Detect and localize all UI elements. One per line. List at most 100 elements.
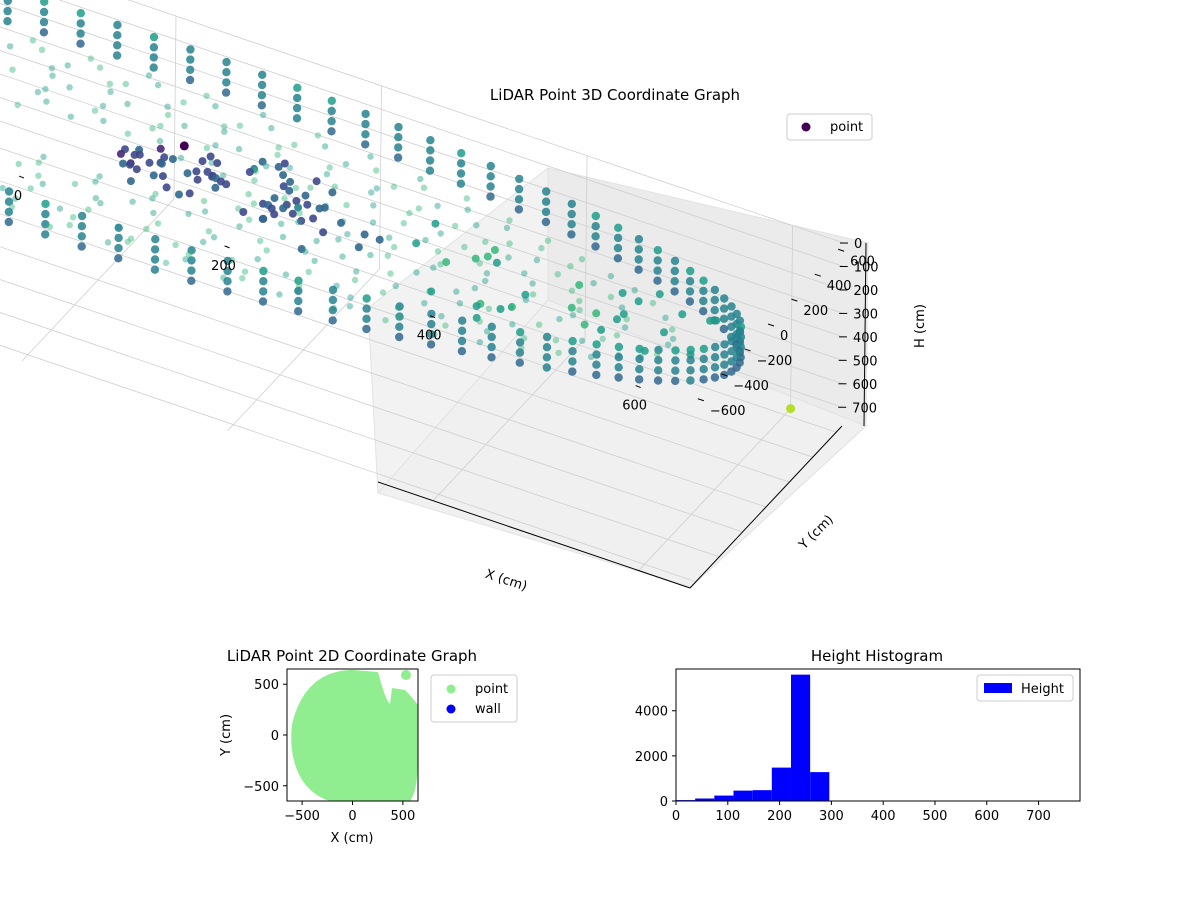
ticks-3d: −600−400−2000200400600−600−400−200020040… — [14, 175, 879, 419]
scatter-point-3d — [187, 266, 196, 275]
scatter-point-3d — [567, 220, 576, 229]
scatter-point-3d — [655, 290, 664, 299]
histogram-bar — [790, 674, 811, 801]
scatter-point-3d — [293, 93, 302, 103]
y-tick-3d — [814, 273, 821, 277]
scatter-point-3d — [208, 159, 215, 166]
scatter-point-3d — [427, 319, 436, 329]
scatter-point-3d — [77, 242, 86, 251]
scatter-point-3d — [634, 265, 643, 274]
scatter-point-3d — [328, 295, 338, 305]
scatter-point-3d — [490, 246, 499, 254]
y-tick-label-3d: −600 — [710, 404, 746, 419]
scatter-point-3d — [710, 295, 719, 305]
scatter-point-3d — [0, 184, 6, 192]
scatter-point-3d — [124, 130, 131, 137]
scatter-point-3d — [149, 63, 158, 72]
scatter-point-3d — [535, 321, 543, 328]
scatter-point-3d — [302, 248, 309, 255]
scatter-point-3d — [360, 230, 369, 239]
scatter-point-3d — [486, 172, 495, 181]
scatter-point-3d — [591, 211, 600, 221]
scatter-point-3d — [42, 85, 49, 93]
scatter-point-3d — [664, 341, 672, 348]
scatter-point-3d — [279, 182, 288, 191]
scatter-point-3d — [126, 177, 135, 186]
z-tick-label-3d: 500 — [853, 354, 878, 369]
scatter-point-3d — [393, 153, 403, 162]
scatter-point-3d — [200, 197, 208, 205]
y-axis-line — [689, 425, 843, 589]
scatter-point-3d — [635, 354, 644, 364]
scatter-point-3d — [307, 184, 314, 191]
x-tick-label-histogram: 300 — [819, 809, 844, 824]
x-axis-label-2d: X (cm) — [331, 831, 374, 846]
scatter-point-3d — [257, 80, 267, 90]
chart-2d: LiDAR Point 2D Coordinate Graph −500 0 500… — [219, 647, 518, 846]
scatter-point-3d — [150, 265, 160, 274]
y-tick-3d — [744, 348, 751, 352]
scatter-point-3d — [181, 122, 188, 129]
x-tick-label-histogram: 600 — [974, 809, 999, 824]
scatter-point-3d — [521, 270, 528, 277]
point-cloud-2d — [291, 670, 418, 801]
scatter-point-3d — [114, 233, 123, 243]
scatter-point-3d — [211, 183, 220, 192]
histogram-bars — [676, 674, 1079, 801]
scatter-point-3d — [575, 281, 584, 289]
x-tick-3d — [635, 385, 641, 389]
scatter-point-3d — [276, 291, 283, 298]
scatter-point-3d — [3, 6, 12, 16]
scatter-point-3d — [613, 254, 623, 263]
scatter-point-3d — [394, 133, 403, 142]
scatter-point-3d — [149, 195, 156, 202]
y-tick-3d — [721, 373, 728, 377]
x-tick-label-3d: 0 — [14, 189, 22, 204]
scatter-point-3d — [634, 255, 643, 264]
scatter-point-3d — [590, 280, 597, 287]
scatter-point-3d — [64, 62, 71, 69]
scatter-point-3d — [186, 65, 195, 75]
scatter-point-3d — [116, 149, 125, 158]
scatter-point-3d — [49, 72, 56, 79]
scatter-point-3d — [258, 297, 268, 306]
scatter-point-3d — [85, 206, 92, 213]
scatter-point-3d — [386, 234, 393, 241]
scatter-point-3d — [671, 366, 680, 375]
scatter-point-3d — [361, 119, 370, 129]
scatter-point-3d — [342, 161, 350, 168]
scatter-point-3d — [434, 248, 442, 255]
scatter-point-3d — [236, 122, 244, 129]
scatter-point-3d — [351, 276, 359, 284]
scatter-point-3d — [670, 277, 679, 286]
scatter-point-3d — [425, 166, 435, 175]
scatter-point-3d — [41, 220, 50, 229]
scatter-point-3d — [326, 164, 333, 171]
scatter-point-3d — [292, 197, 301, 205]
scatter-point-3d — [597, 325, 606, 334]
scatter-point-3d — [294, 307, 303, 316]
scatter-point-3d — [183, 169, 192, 178]
y-tick-label-3d: −400 — [733, 379, 769, 394]
scatter-point-3d — [156, 137, 164, 145]
scatter-point-3d — [164, 103, 171, 110]
scatter-point-3d — [92, 195, 100, 202]
scatter-point-3d — [186, 45, 195, 54]
y-tick-label-3d: 0 — [780, 329, 788, 344]
scatter-point-3d — [458, 316, 467, 325]
scatter-point-3d — [279, 233, 287, 241]
scatter-point-3d — [39, 17, 49, 27]
scatter-point-3d — [430, 264, 437, 271]
scatter-point-3d — [567, 199, 576, 209]
scatter-point-3d — [613, 233, 623, 243]
scatter-point-3d — [592, 340, 601, 349]
grid-line — [173, 16, 177, 200]
scatter-point-3d — [678, 310, 687, 319]
scatter-point-3d — [221, 128, 228, 135]
scatter-point-3d — [457, 326, 467, 335]
scatter-point-3d — [720, 340, 729, 349]
scatter-point-3d — [592, 309, 601, 318]
scatter-point-3d — [222, 57, 231, 67]
scatter-point-3d — [568, 336, 577, 346]
scatter-point-3d — [457, 347, 467, 356]
